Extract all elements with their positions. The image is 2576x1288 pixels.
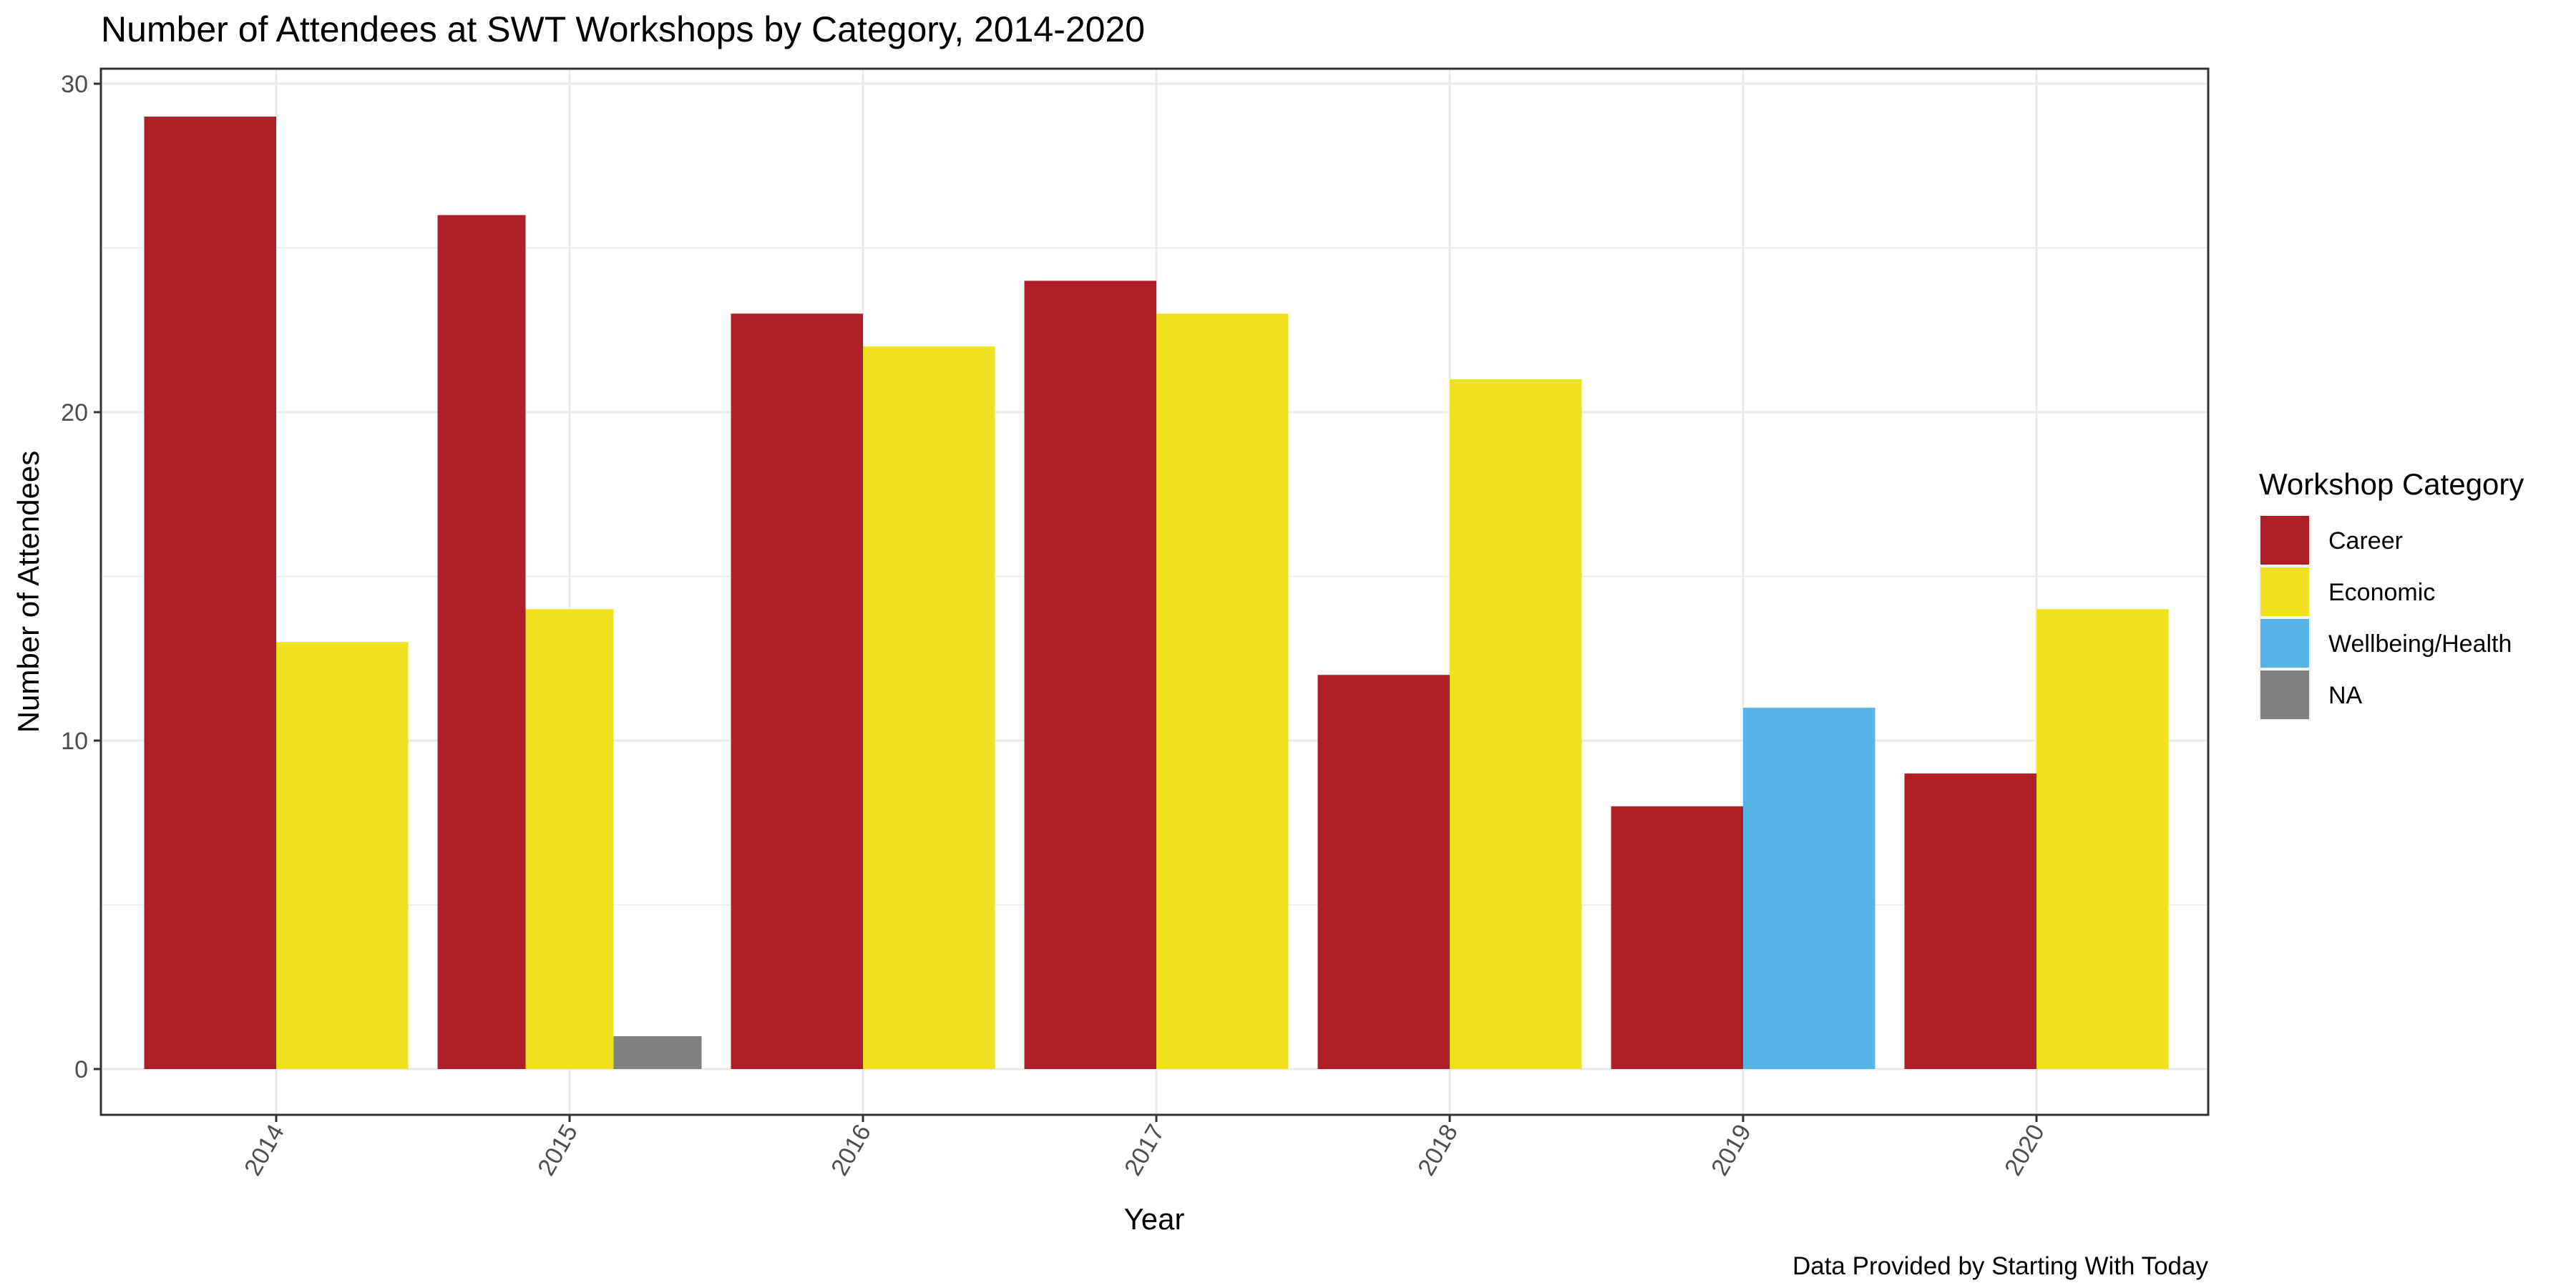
legend-swatch (2260, 567, 2309, 616)
x-axis: 2014 2015 2016 2017 2018 2019 2020 (239, 1115, 2050, 1181)
bar (1904, 773, 2036, 1069)
legend-swatch (2260, 670, 2309, 719)
x-tick-label: 2018 (1413, 1120, 1463, 1181)
x-tick-label: 2020 (1999, 1120, 2050, 1181)
x-tick-label: 2016 (826, 1120, 877, 1181)
y-tick-label: 20 (61, 399, 88, 426)
bar (731, 313, 863, 1069)
y-axis: 0 10 20 30 (61, 71, 101, 1083)
legend-label: Career (2328, 527, 2403, 555)
x-tick-label: 2017 (1119, 1120, 1170, 1181)
y-tick-label: 0 (74, 1056, 88, 1083)
bar (1450, 379, 1582, 1069)
legend: Workshop Category Career Economic Wellbein… (2259, 467, 2524, 721)
x-tick-label: 2015 (532, 1120, 583, 1181)
x-tick-label: 2019 (1706, 1120, 1757, 1181)
bar (437, 215, 526, 1070)
legend-items: Career Economic Wellbeing/Health NA (2259, 514, 2512, 721)
y-axis-label: Number of Attendees (11, 451, 45, 733)
bar (863, 346, 995, 1069)
caption: Data Provided by Starting With Today (1792, 1252, 2209, 1280)
legend-label: Economic (2328, 579, 2435, 606)
bar (1024, 280, 1156, 1069)
bar (613, 1036, 702, 1069)
legend-swatch (2260, 619, 2309, 668)
x-tick-label: 2014 (239, 1120, 290, 1181)
y-tick-label: 10 (61, 728, 88, 755)
legend-swatch (2260, 516, 2309, 565)
legend-label: NA (2328, 682, 2363, 709)
bar (525, 609, 614, 1069)
bar (1743, 708, 1875, 1069)
plot-border (99, 67, 2210, 1116)
bar (2036, 609, 2169, 1069)
legend-label: Wellbeing/Health (2328, 630, 2512, 658)
bar (1156, 313, 1289, 1069)
bar (1317, 675, 1450, 1069)
legend-title: Workshop Category (2259, 467, 2524, 501)
x-axis-label: Year (1124, 1202, 1185, 1236)
bar (276, 642, 409, 1069)
y-tick-label: 30 (61, 71, 88, 98)
bars (144, 116, 2169, 1070)
bar (144, 116, 276, 1069)
bar (1611, 806, 1743, 1069)
chart-title: Number of Attendees at SWT Workshops by … (101, 9, 1145, 49)
